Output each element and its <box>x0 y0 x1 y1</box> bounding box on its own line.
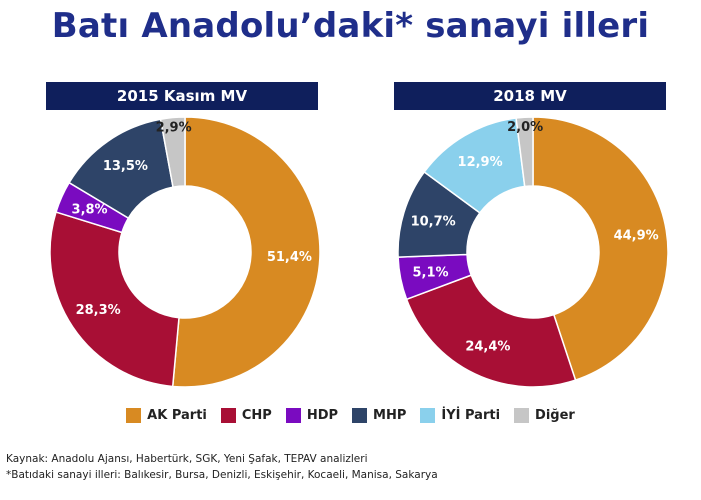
source-text: Kaynak: Anadolu Ajansı, Habertürk, SGK, … <box>6 453 368 465</box>
slice-label-hdp: 3,8% <box>72 202 108 217</box>
legend-item-chp: CHP <box>220 408 272 423</box>
legend-item-iyi-parti: İYİ Parti <box>420 408 500 423</box>
chart-title-2018: 2018 MV <box>394 82 666 110</box>
slice-label-chp: 28,3% <box>76 303 121 318</box>
slice-label-diger: 2,0% <box>507 120 543 135</box>
legend-label: İYİ Parti <box>441 408 501 423</box>
slice-label-diger: 2,9% <box>156 121 192 136</box>
legend-swatch <box>126 408 142 423</box>
source-notes: Kaynak: Anadolu Ajansı, Habertürk, SGK, … <box>6 451 438 483</box>
slice-diger <box>515 116 534 188</box>
legend-swatch <box>285 408 301 423</box>
slice-label-mhp: 10,7% <box>411 214 456 229</box>
legend-item-hdp: HDP <box>285 408 339 423</box>
legend-label: MHP <box>373 408 407 423</box>
legend-label: CHP <box>241 408 272 423</box>
slice-chp <box>405 274 577 388</box>
chart-title-2015: 2015 Kasım MV <box>46 82 318 110</box>
legend-swatch <box>420 408 436 423</box>
legend-swatch <box>220 408 236 423</box>
slice-ak-parti <box>532 116 669 382</box>
legend: AK Parti CHP HDP MHP İYİ Parti Diğer <box>0 408 701 423</box>
slice-diger <box>159 116 186 188</box>
slice-label-ak-parti: 44,9% <box>614 228 659 243</box>
legend-label: HDP <box>306 408 339 423</box>
slice-label-ak-parti: 51,4% <box>267 250 312 265</box>
legend-item-ak-parti: AK Parti <box>126 408 207 423</box>
legend-swatch <box>352 408 368 423</box>
legend-label: AK Parti <box>147 408 207 423</box>
slice-ak-parti <box>171 116 321 388</box>
slice-label-mhp: 13,5% <box>103 159 148 174</box>
legend-swatch <box>514 408 530 423</box>
page-title: Batı Anadolu’daki* sanayi illeri <box>51 6 650 46</box>
footnote-text: *Batıdaki sanayi illeri: Balıkesir, Burs… <box>6 469 438 481</box>
slice-chp <box>49 211 180 388</box>
legend-item-diger: Diğer <box>514 408 575 423</box>
legend-item-mhp: MHP <box>352 408 406 423</box>
donut-chart-2015: 51,4% 28,3% 3,8% 13,5% 2,9% <box>49 116 321 388</box>
legend-label: Diğer <box>535 408 575 423</box>
donut-chart-2018: 44,9% 24,4% 5,1% 10,7% 12,9% 2,0% <box>397 116 669 388</box>
slice-label-chp: 24,4% <box>465 339 510 354</box>
slice-label-i-yi-parti: 12,9% <box>458 155 503 170</box>
slice-label-hdp: 5,1% <box>413 266 449 281</box>
